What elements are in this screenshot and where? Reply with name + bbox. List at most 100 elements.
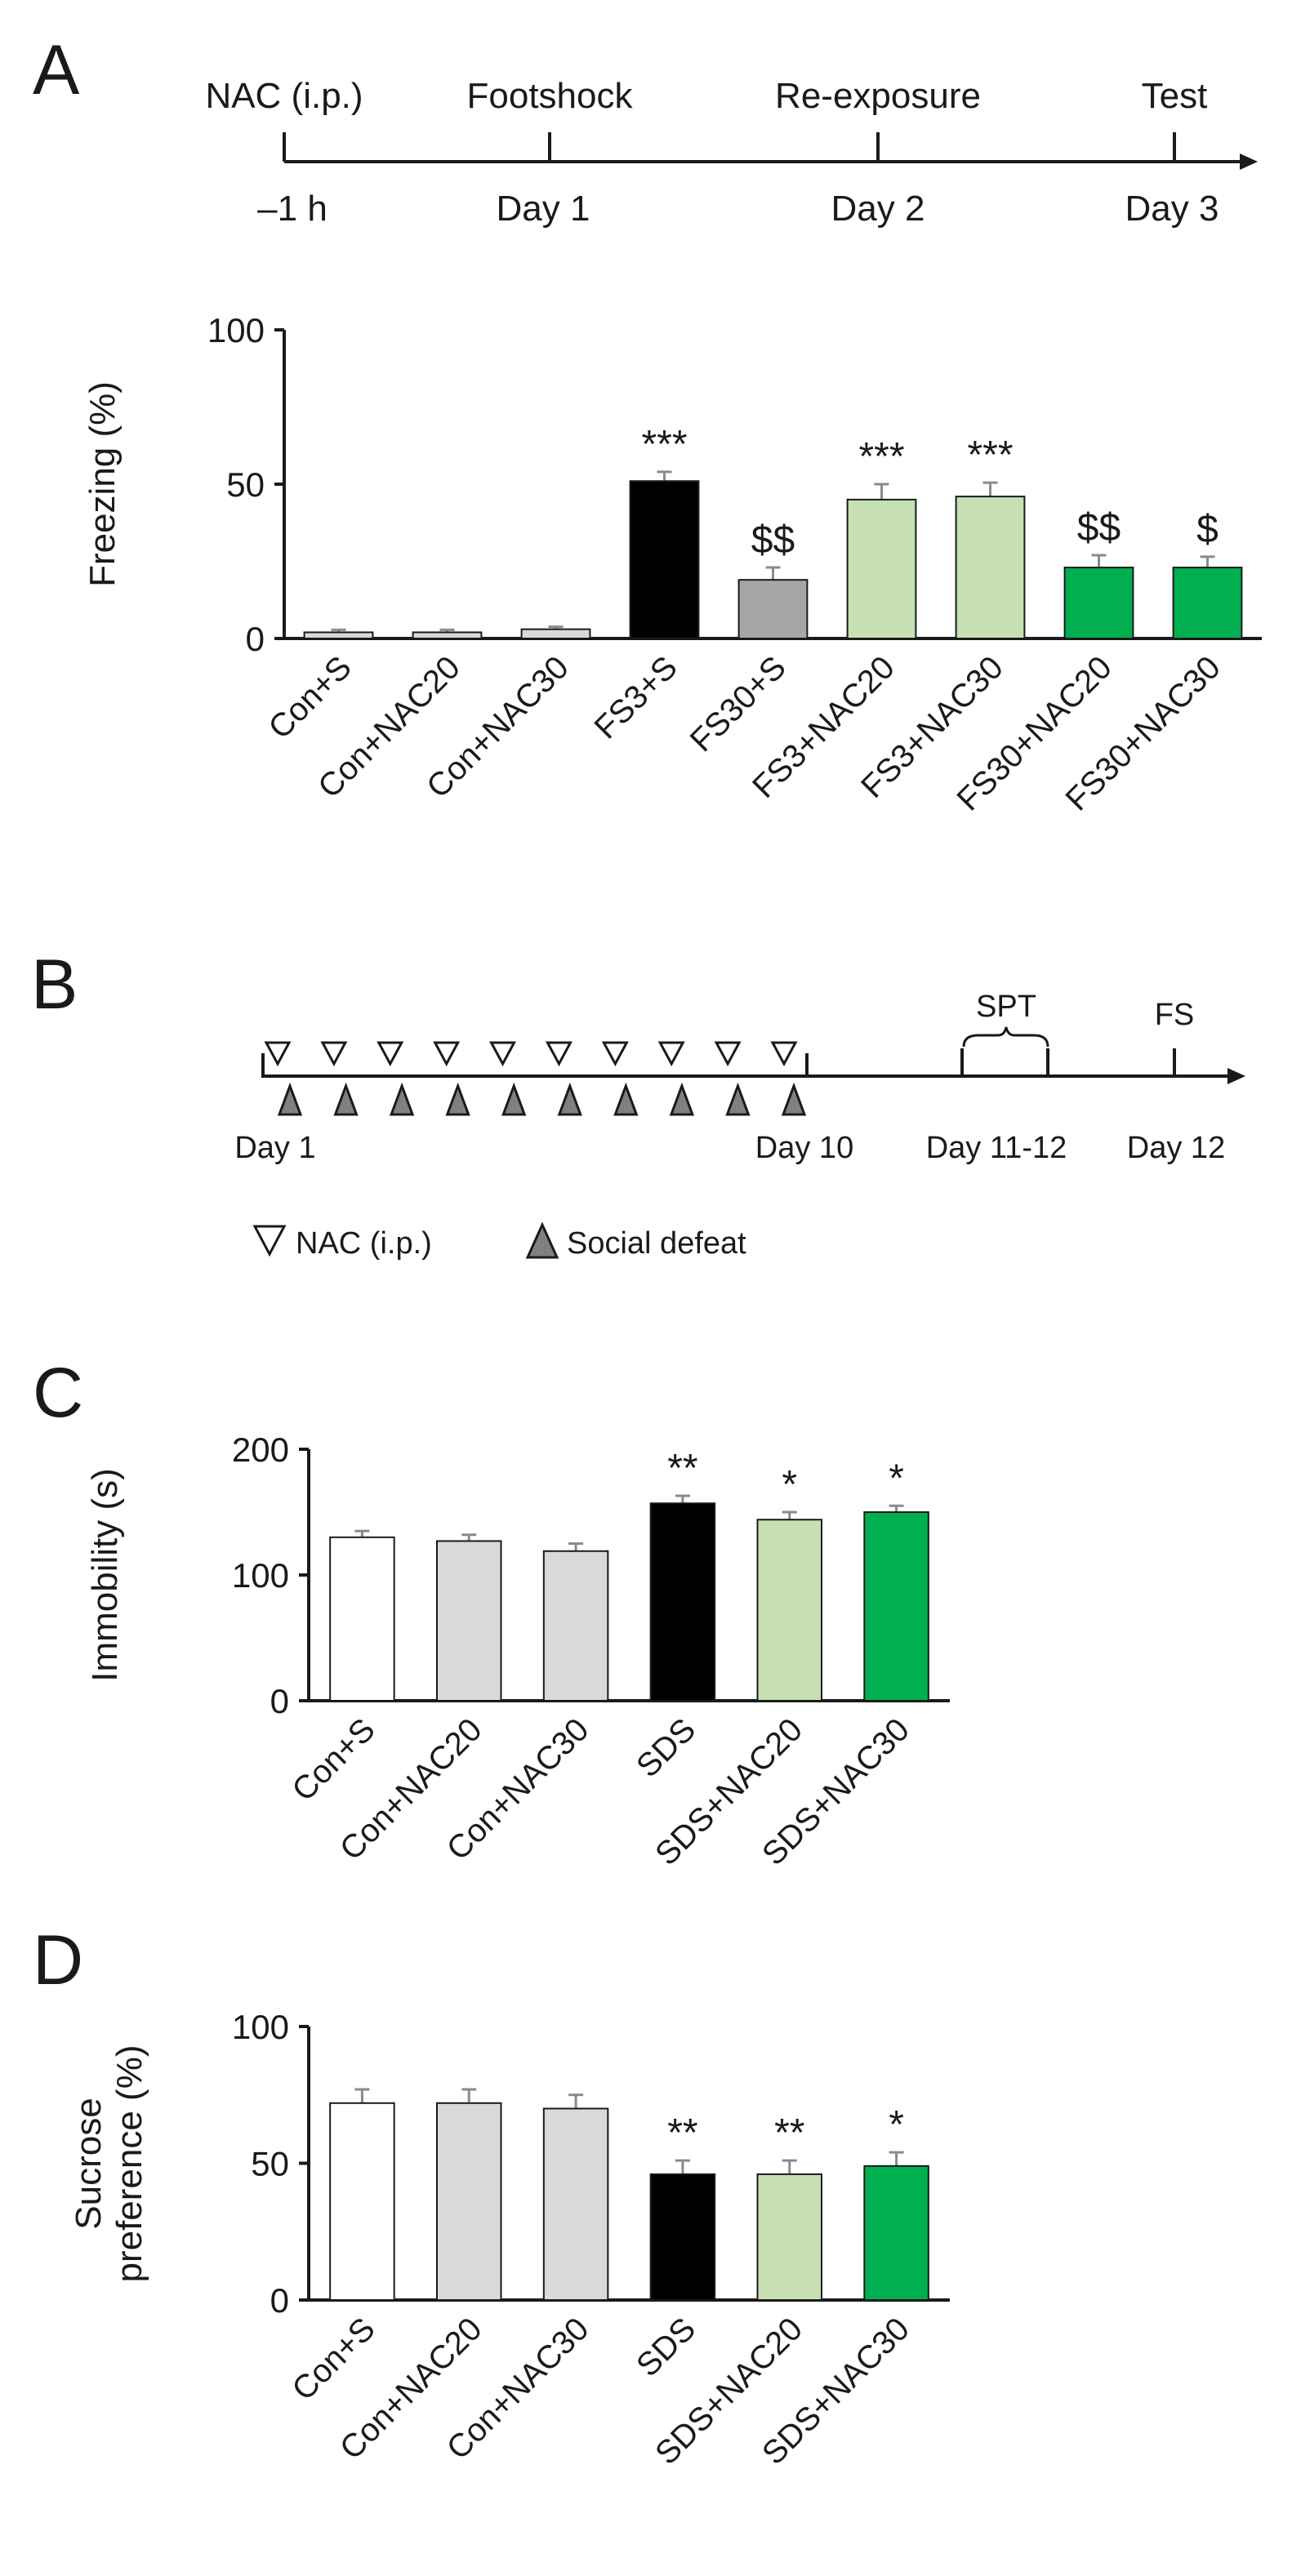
nac-marker [714, 1041, 742, 1067]
social-defeat-marker [501, 1082, 527, 1116]
category-label: Con+S [285, 1711, 381, 1808]
social-defeat-marker [277, 1082, 303, 1116]
nac-marker [489, 1041, 517, 1067]
bar [412, 631, 483, 640]
nac-marker [264, 1041, 292, 1067]
y-axis-label: preference (%) [109, 2044, 149, 2282]
y-tick-label: 100 [232, 1556, 289, 1595]
y-tick-label: 100 [207, 311, 265, 349]
significance-label: * [782, 1463, 797, 1506]
social-defeat-marker [557, 1082, 582, 1116]
fs-label: FS [1155, 998, 1195, 1032]
nac-marker [320, 1041, 348, 1067]
bar [846, 498, 917, 640]
y-axis-label: Sucrose [69, 2098, 109, 2229]
nac-marker [433, 1041, 461, 1067]
bar [542, 2107, 609, 2301]
y-tick-label: 50 [226, 465, 265, 504]
category-label: FS30+S [684, 649, 793, 759]
nac-marker [376, 1041, 404, 1067]
social-defeat-marker [389, 1082, 415, 1116]
nac-marker [601, 1041, 629, 1067]
significance-label: ** [774, 2111, 804, 2155]
day12-label: Day 12 [1127, 1131, 1225, 1165]
category-label: FS3+S [587, 649, 684, 745]
day10-label: Day 10 [755, 1131, 853, 1165]
bar [329, 1536, 395, 1702]
panel-letter-c: C [33, 1354, 83, 1432]
bar [1172, 567, 1243, 639]
timeline-a-arrowhead [1240, 153, 1258, 170]
nac-marker [545, 1041, 573, 1067]
significance-label: * [889, 1457, 904, 1500]
y-tick-label: 0 [246, 620, 265, 658]
y-tick-label: 100 [232, 2008, 289, 2046]
timeline-b-arrowhead [1227, 1068, 1245, 1084]
social-defeat-marker [333, 1082, 359, 1116]
legend-nac-label: NAC (i.p.) [296, 1226, 432, 1261]
day1-label: Day 1 [234, 1131, 315, 1165]
bar [756, 2173, 822, 2301]
panel-letter-b: B [31, 945, 78, 1024]
spt-label: SPT [976, 990, 1036, 1024]
bar [649, 2173, 716, 2301]
panel-letter-a: A [33, 31, 80, 109]
bar [737, 579, 809, 639]
social-defeat-marker [613, 1082, 639, 1116]
bar [436, 2102, 502, 2302]
bar [542, 1550, 609, 1702]
bar [629, 480, 700, 639]
legend-social-defeat-label: Social defeat [567, 1226, 746, 1261]
category-label: Con+S [285, 2311, 381, 2407]
timeline-a-event-footshock: Footshock [467, 76, 634, 116]
significance-label: $$ [751, 518, 795, 562]
significance-label: *** [641, 423, 687, 466]
spt-brace [962, 1026, 1049, 1048]
social-defeat-marker [725, 1082, 751, 1116]
social-defeat-marker [781, 1082, 807, 1116]
y-tick-label: 0 [270, 1682, 289, 1720]
day11-12-label: Day 11-12 [926, 1131, 1067, 1165]
bar [329, 2102, 395, 2302]
bar [303, 631, 374, 640]
bar [1063, 567, 1134, 639]
significance-label: $$ [1077, 506, 1121, 549]
significance-label: *** [967, 434, 1013, 477]
timeline-a-time-minus1h: –1 h [257, 189, 327, 229]
timeline-a-event-nac: NAC (i.p.) [205, 76, 363, 116]
social-defeat-marker [669, 1082, 695, 1116]
timeline-a-event-test: Test [1142, 76, 1208, 116]
bar [756, 1519, 822, 1702]
legend-social-defeat-icon [525, 1221, 559, 1259]
nac-markers [264, 1041, 798, 1067]
y-tick-label: 50 [251, 2145, 289, 2183]
significance-label: *** [858, 435, 904, 478]
y-tick-label: 200 [232, 1430, 289, 1469]
significance-label: $ [1196, 508, 1219, 551]
nac-marker [770, 1041, 798, 1067]
bar [436, 1540, 502, 1702]
bar [955, 496, 1026, 639]
timeline-b: SPT FS Day 1 Day 10 Day 11-12 Day 12 NAC… [234, 990, 1245, 1261]
significance-label: ** [667, 1447, 697, 1490]
timeline-a-event-reexposure: Re-exposure [775, 76, 981, 116]
y-tick-label: 0 [270, 2281, 289, 2320]
significance-label: * [889, 2103, 904, 2147]
timeline-a-time-day3: Day 3 [1125, 189, 1219, 229]
bar [520, 628, 591, 639]
category-label: SDS [630, 2311, 702, 2383]
y-axis-label: Immobility (s) [85, 1468, 125, 1682]
bar [649, 1502, 716, 1702]
nac-marker [657, 1041, 685, 1067]
legend-nac-icon [252, 1225, 287, 1257]
panel-letter-d: D [33, 1921, 83, 2000]
timeline-a: NAC (i.p.) Footshock Re-exposure Test –1… [205, 76, 1258, 229]
y-axis-label: Freezing (%) [82, 381, 123, 587]
category-label: SDS [630, 1711, 702, 1784]
significance-label: ** [667, 2111, 697, 2155]
bar [863, 2164, 929, 2302]
